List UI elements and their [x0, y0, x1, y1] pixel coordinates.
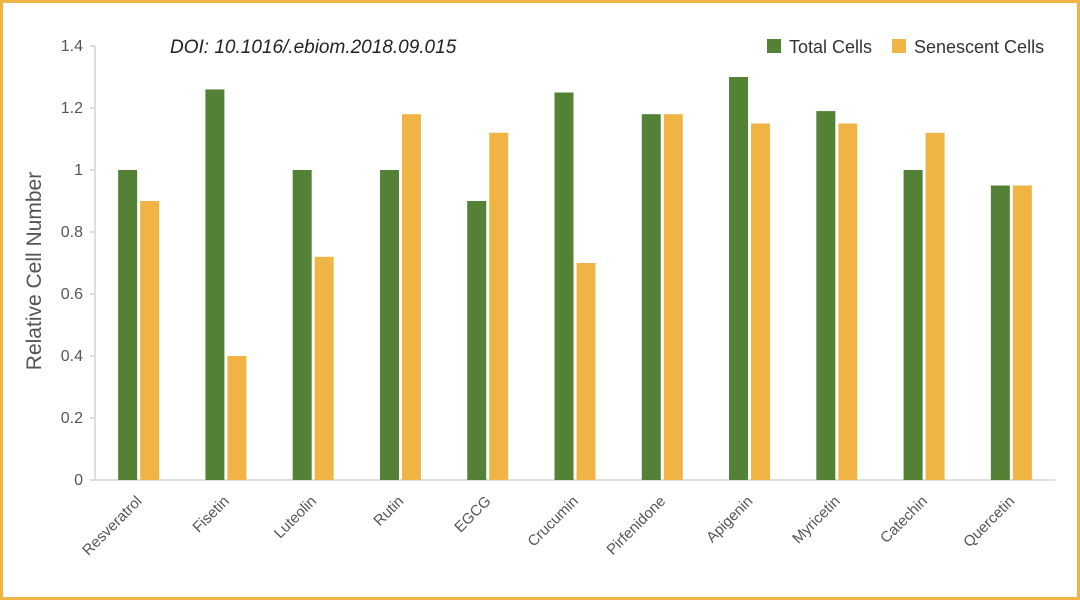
bar-total-cells: [292, 170, 312, 480]
axes: [94, 46, 1055, 481]
bar-senescent-cells: [140, 201, 160, 480]
x-tick-label: Resveratrol: [79, 493, 145, 559]
bar-senescent-cells: [489, 132, 509, 481]
bar-total-cells: [903, 170, 923, 480]
x-tick-label: Crucumin: [524, 493, 581, 550]
bar-total-cells: [816, 111, 836, 480]
x-tick-label: Myricetin: [789, 493, 843, 547]
bar-senescent-cells: [925, 132, 945, 481]
legend-label-senescent-cells: Senescent Cells: [914, 37, 1044, 57]
y-tick-label: 0.4: [61, 348, 83, 365]
x-tick-label: Luteolin: [271, 493, 320, 542]
bar-total-cells: [641, 114, 661, 480]
doi-annotation: DOI: 10.1016/.ebiom.2018.09.015: [170, 37, 457, 58]
y-ticks: 0 0.2 0.4 0.6 0.8 1 1.2 1.4: [61, 38, 95, 489]
y-tick-label: 0.2: [61, 410, 83, 427]
bars: [118, 77, 1032, 481]
bar-total-cells: [205, 89, 225, 481]
x-tick-label: Apigenin: [703, 493, 756, 546]
y-tick-label: 1.4: [61, 38, 83, 55]
bar-senescent-cells: [314, 256, 334, 480]
bar-total-cells: [729, 77, 749, 480]
bar-senescent-cells: [663, 114, 683, 480]
y-tick-label: 1: [74, 162, 83, 179]
y-tick-label: 0.8: [61, 224, 83, 241]
legend-swatch-senescent-cells: [892, 39, 906, 53]
bar-senescent-cells: [227, 356, 247, 480]
y-axis-label: Relative Cell Number: [23, 172, 46, 370]
y-tick-label: 0.6: [61, 286, 83, 303]
bar-total-cells: [467, 201, 487, 480]
x-tick-labels: Resveratrol Fisetin Luteolin Rutin EGCG Crucu…: [79, 493, 1018, 559]
bar-senescent-cells: [838, 123, 858, 480]
bar-senescent-cells: [401, 114, 421, 480]
bar-senescent-cells: [1012, 185, 1032, 480]
x-tick-label: Fisetin: [189, 493, 232, 536]
bar-total-cells: [990, 185, 1010, 480]
y-tick-label: 0: [74, 472, 83, 489]
legend: Total Cells Senescent Cells: [767, 37, 1044, 57]
legend-label-total-cells: Total Cells: [789, 37, 872, 57]
bar-total-cells: [554, 92, 574, 480]
y-tick-label: 1.2: [61, 100, 83, 117]
x-tick-label: Catechin: [877, 493, 931, 547]
bar-senescent-cells: [576, 263, 596, 480]
x-tick-label: Pirfenidone: [603, 493, 669, 559]
x-tick-label: EGCG: [451, 493, 494, 536]
bar-total-cells: [118, 170, 138, 480]
legend-swatch-total-cells: [767, 39, 781, 53]
bar-chart: 0 0.2 0.4 0.6 0.8 1 1.2 1.4 Resveratrol Fisetin L…: [23, 37, 1055, 559]
x-tick-label: Quercetin: [960, 493, 1018, 551]
bar-senescent-cells: [751, 123, 771, 480]
bar-total-cells: [379, 170, 399, 480]
x-tick-label: Rutin: [370, 493, 407, 530]
